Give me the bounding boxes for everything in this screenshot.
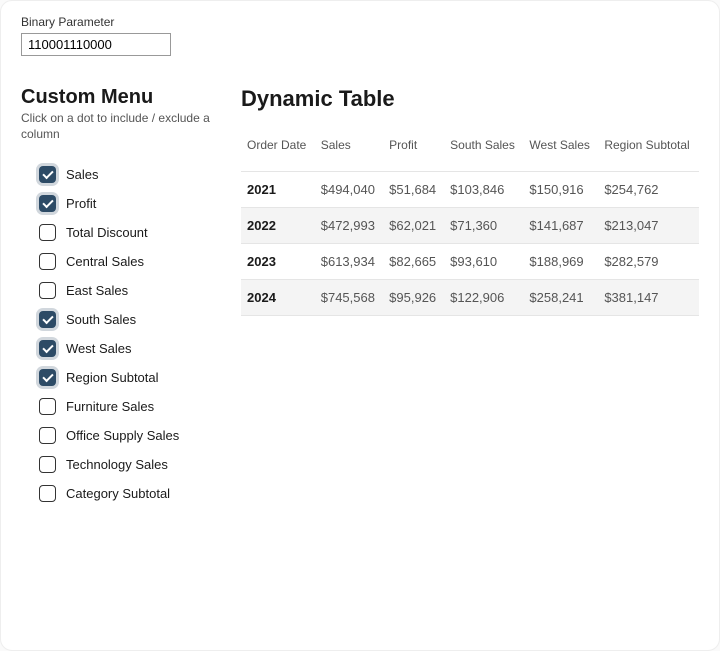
- checkbox-icon[interactable]: [39, 485, 56, 502]
- checkbox-icon[interactable]: [39, 224, 56, 241]
- binary-parameter-label: Binary Parameter: [21, 15, 699, 29]
- table-header-row: Order DateSalesProfitSouth SalesWest Sal…: [241, 130, 699, 172]
- menu-item[interactable]: Technology Sales: [21, 450, 211, 479]
- table-cell: $62,021: [383, 208, 444, 244]
- menu-item[interactable]: South Sales: [21, 305, 211, 334]
- menu-item[interactable]: Furniture Sales: [21, 392, 211, 421]
- checkbox-icon[interactable]: [39, 427, 56, 444]
- binary-parameter-input[interactable]: [21, 33, 171, 56]
- menu-item[interactable]: Category Subtotal: [21, 479, 211, 508]
- checkbox-icon[interactable]: [39, 369, 56, 386]
- table-row: 2023$613,934$82,665$93,610$188,969$282,5…: [241, 244, 699, 280]
- table-cell: $122,906: [444, 280, 523, 316]
- checkbox-icon[interactable]: [39, 253, 56, 270]
- menu-item[interactable]: Total Discount: [21, 218, 211, 247]
- table-column-header: Region Subtotal: [598, 130, 699, 172]
- table-cell: $613,934: [315, 244, 383, 280]
- table-cell: $213,047: [598, 208, 699, 244]
- menu-item-label: Furniture Sales: [66, 399, 154, 414]
- table-body: 2021$494,040$51,684$103,846$150,916$254,…: [241, 172, 699, 316]
- menu-item-label: Office Supply Sales: [66, 428, 179, 443]
- table-cell: $494,040: [315, 172, 383, 208]
- table-cell: $254,762: [598, 172, 699, 208]
- table-column-header: Sales: [315, 130, 383, 172]
- table-cell: $381,147: [598, 280, 699, 316]
- checkbox-icon[interactable]: [39, 311, 56, 328]
- menu-item[interactable]: Sales: [21, 160, 211, 189]
- menu-item-label: Technology Sales: [66, 457, 168, 472]
- table-row: 2021$494,040$51,684$103,846$150,916$254,…: [241, 172, 699, 208]
- table-cell: $51,684: [383, 172, 444, 208]
- table-row: 2022$472,993$62,021$71,360$141,687$213,0…: [241, 208, 699, 244]
- table-cell: $103,846: [444, 172, 523, 208]
- menu-item-label: Region Subtotal: [66, 370, 159, 385]
- checkbox-icon[interactable]: [39, 166, 56, 183]
- table-cell: $141,687: [523, 208, 598, 244]
- table-cell: 2024: [241, 280, 315, 316]
- table-cell: 2023: [241, 244, 315, 280]
- menu-item[interactable]: Profit: [21, 189, 211, 218]
- menu-item[interactable]: Office Supply Sales: [21, 421, 211, 450]
- checkbox-icon[interactable]: [39, 456, 56, 473]
- menu-item[interactable]: Central Sales: [21, 247, 211, 276]
- menu-item[interactable]: Region Subtotal: [21, 363, 211, 392]
- dynamic-table: Order DateSalesProfitSouth SalesWest Sal…: [241, 130, 699, 316]
- table-column-header: West Sales: [523, 130, 598, 172]
- menu-item-label: Category Subtotal: [66, 486, 170, 501]
- dynamic-table-title: Dynamic Table: [241, 86, 699, 112]
- menu-item[interactable]: East Sales: [21, 276, 211, 305]
- checkbox-icon[interactable]: [39, 340, 56, 357]
- menu-item-label: East Sales: [66, 283, 128, 298]
- table-panel: Dynamic Table Order DateSalesProfitSouth…: [241, 86, 699, 508]
- table-row: 2024$745,568$95,926$122,906$258,241$381,…: [241, 280, 699, 316]
- menu-item-label: West Sales: [66, 341, 132, 356]
- table-cell: $82,665: [383, 244, 444, 280]
- custom-menu: Custom Menu Click on a dot to include / …: [21, 86, 211, 508]
- table-column-header: South Sales: [444, 130, 523, 172]
- menu-item-label: Total Discount: [66, 225, 148, 240]
- table-cell: 2022: [241, 208, 315, 244]
- table-cell: $71,360: [444, 208, 523, 244]
- checkbox-icon[interactable]: [39, 195, 56, 212]
- custom-menu-list: Sales Profit Total Discount Central Sales Ea…: [21, 160, 211, 508]
- custom-menu-title: Custom Menu: [21, 86, 211, 109]
- table-cell: $188,969: [523, 244, 598, 280]
- menu-item-label: Central Sales: [66, 254, 144, 269]
- table-cell: $472,993: [315, 208, 383, 244]
- table-cell: $258,241: [523, 280, 598, 316]
- menu-item-label: Profit: [66, 196, 96, 211]
- table-cell: $150,916: [523, 172, 598, 208]
- menu-item-label: South Sales: [66, 312, 136, 327]
- table-cell: 2021: [241, 172, 315, 208]
- checkbox-icon[interactable]: [39, 282, 56, 299]
- checkbox-icon[interactable]: [39, 398, 56, 415]
- menu-item[interactable]: West Sales: [21, 334, 211, 363]
- custom-menu-subtitle: Click on a dot to include / exclude a co…: [21, 111, 211, 142]
- menu-item-label: Sales: [66, 167, 99, 182]
- table-cell: $282,579: [598, 244, 699, 280]
- table-column-header: Order Date: [241, 130, 315, 172]
- table-cell: $745,568: [315, 280, 383, 316]
- dashboard-card: Binary Parameter Custom Menu Click on a …: [0, 0, 720, 651]
- table-column-header: Profit: [383, 130, 444, 172]
- table-cell: $93,610: [444, 244, 523, 280]
- table-cell: $95,926: [383, 280, 444, 316]
